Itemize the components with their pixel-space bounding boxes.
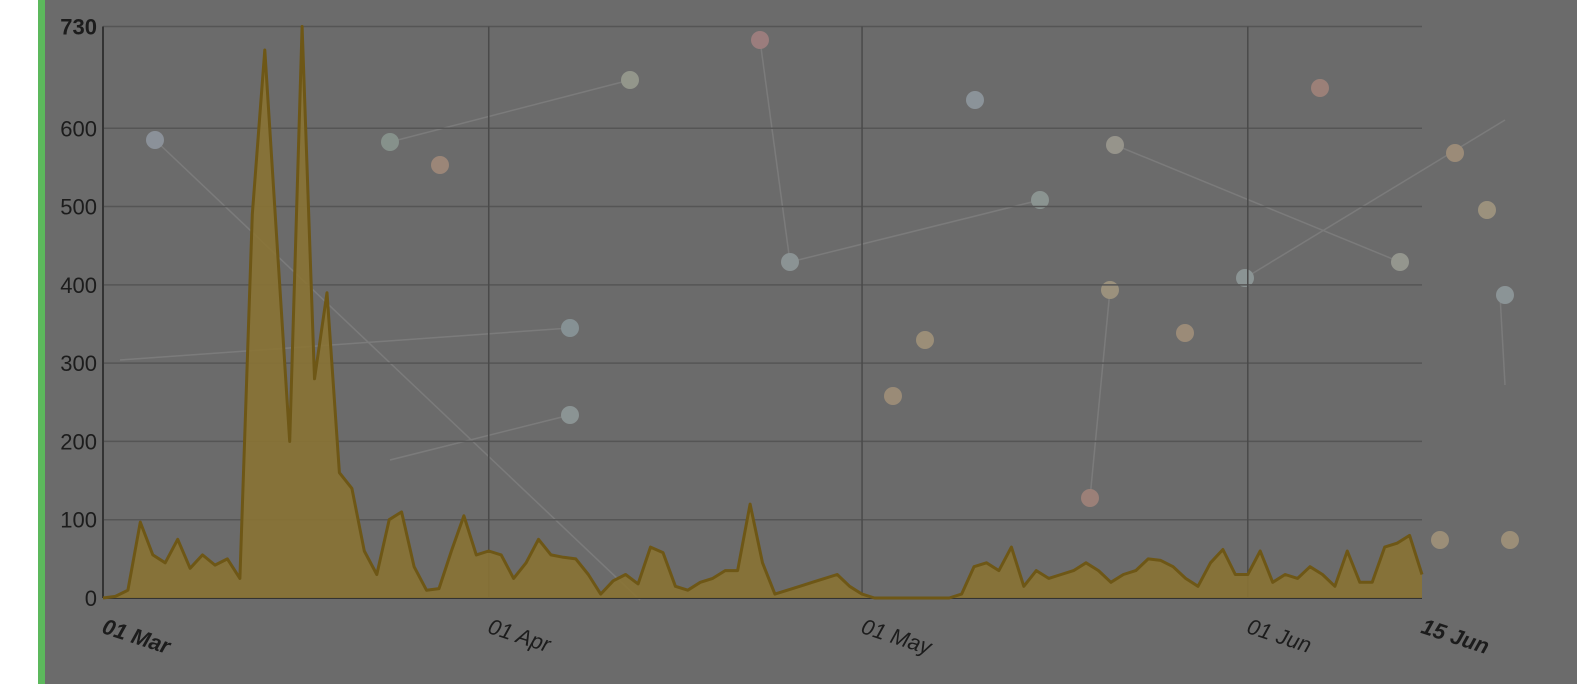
y-tick-label: 500 xyxy=(60,195,97,220)
y-tick-label: 200 xyxy=(60,429,97,454)
y-tick-label: 0 xyxy=(85,586,97,611)
page: {"chart_data": {"type": "area", "x": [0,… xyxy=(0,0,1577,684)
y-tick-label: 100 xyxy=(60,508,97,533)
chart: 010020030040050060073001 Mar01 Apr01 May… xyxy=(0,0,1577,684)
y-tick-label: 730 xyxy=(60,15,97,40)
y-tick-label: 300 xyxy=(60,351,97,376)
side-border xyxy=(38,0,45,684)
y-tick-label: 600 xyxy=(60,116,97,141)
y-tick-label: 400 xyxy=(60,273,97,298)
